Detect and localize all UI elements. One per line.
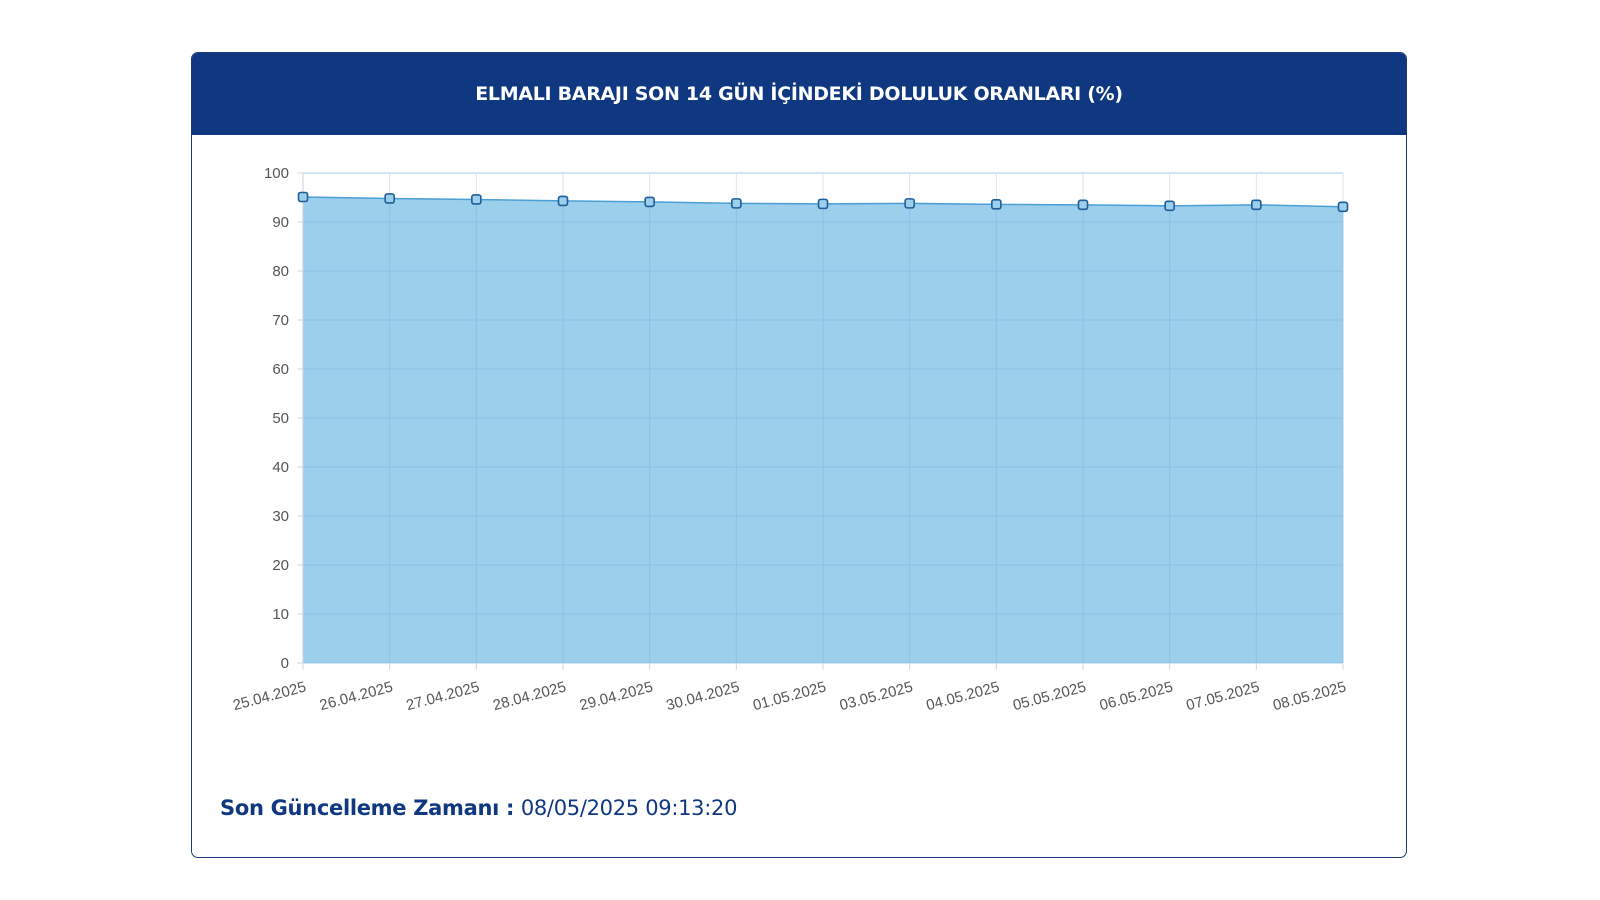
marker-layer bbox=[297, 191, 1349, 213]
y-tick-label: 100 bbox=[264, 165, 289, 182]
x-tick-label: 27.04.2025 bbox=[404, 678, 481, 714]
data-point-30.04.2025[interactable] bbox=[731, 198, 742, 209]
data-point-01.05.2025[interactable] bbox=[817, 198, 829, 210]
x-tick-label: 25.04.2025 bbox=[231, 678, 308, 714]
card-title: ELMALI BARAJI SON 14 GÜN İÇİNDEKİ DOLULU… bbox=[475, 83, 1123, 105]
data-point-06.05.2025[interactable] bbox=[1164, 200, 1175, 212]
occupancy-chart: 0 10 20 30 40 50 60 70 80 90 100 25.04.2025 26.04.20… bbox=[231, 165, 1349, 714]
x-tick-label: 08.05.2025 bbox=[1271, 678, 1348, 714]
y-tick-label: 30 bbox=[272, 508, 289, 525]
data-point-07.05.2025[interactable] bbox=[1251, 199, 1262, 211]
y-tick-label: 60 bbox=[272, 361, 289, 378]
y-tick-label: 90 bbox=[272, 214, 289, 231]
card-header: ELMALI BARAJI SON 14 GÜN İÇİNDEKİ DOLULU… bbox=[192, 53, 1406, 135]
data-point-26.04.2025[interactable] bbox=[384, 193, 395, 204]
x-tick-label: 07.05.2025 bbox=[1184, 678, 1261, 714]
x-tick-label: 05.05.2025 bbox=[1011, 678, 1088, 714]
data-point-29.04.2025[interactable] bbox=[644, 196, 655, 208]
y-tick-label: 70 bbox=[272, 312, 289, 329]
data-point-04.05.2025[interactable] bbox=[991, 199, 1002, 210]
y-tick-label: 50 bbox=[272, 410, 289, 427]
data-point-28.04.2025[interactable] bbox=[557, 195, 569, 207]
last-update: Son Güncelleme Zamanı : 08/05/2025 09:13… bbox=[220, 796, 737, 820]
y-tick-label: 40 bbox=[272, 459, 289, 476]
data-point-25.04.2025[interactable] bbox=[297, 191, 309, 203]
y-tick-label: 0 bbox=[281, 655, 289, 672]
x-tick-label: 29.04.2025 bbox=[578, 678, 655, 714]
x-tick-label: 06.05.2025 bbox=[1098, 678, 1175, 714]
x-tick-label: 01.05.2025 bbox=[751, 678, 828, 714]
chart-area: 0 10 20 30 40 50 60 70 80 90 100 25.04.2025 26.04.20… bbox=[192, 135, 1406, 775]
data-point-05.05.2025[interactable] bbox=[1077, 199, 1089, 211]
x-tick-label: 26.04.2025 bbox=[318, 678, 395, 714]
data-point-27.04.2025[interactable] bbox=[471, 194, 482, 205]
data-point-08.05.2025[interactable] bbox=[1337, 201, 1349, 213]
last-update-label: Son Güncelleme Zamanı : bbox=[220, 796, 515, 820]
last-update-value: 08/05/2025 09:13:20 bbox=[520, 796, 738, 820]
area-layer bbox=[302, 172, 1344, 664]
x-tick-label: 30.04.2025 bbox=[664, 678, 741, 714]
x-tick-label: 04.05.2025 bbox=[924, 678, 1001, 714]
y-tick-label: 20 bbox=[272, 557, 289, 574]
chart-card: ELMALI BARAJI SON 14 GÜN İÇİNDEKİ DOLULU… bbox=[191, 52, 1407, 858]
y-tick-label: 10 bbox=[272, 606, 289, 623]
data-point-03.05.2025[interactable] bbox=[904, 198, 915, 209]
x-tick-label: 28.04.2025 bbox=[491, 678, 568, 714]
x-tick-label: 03.05.2025 bbox=[838, 678, 915, 714]
y-tick-label: 80 bbox=[272, 263, 289, 280]
